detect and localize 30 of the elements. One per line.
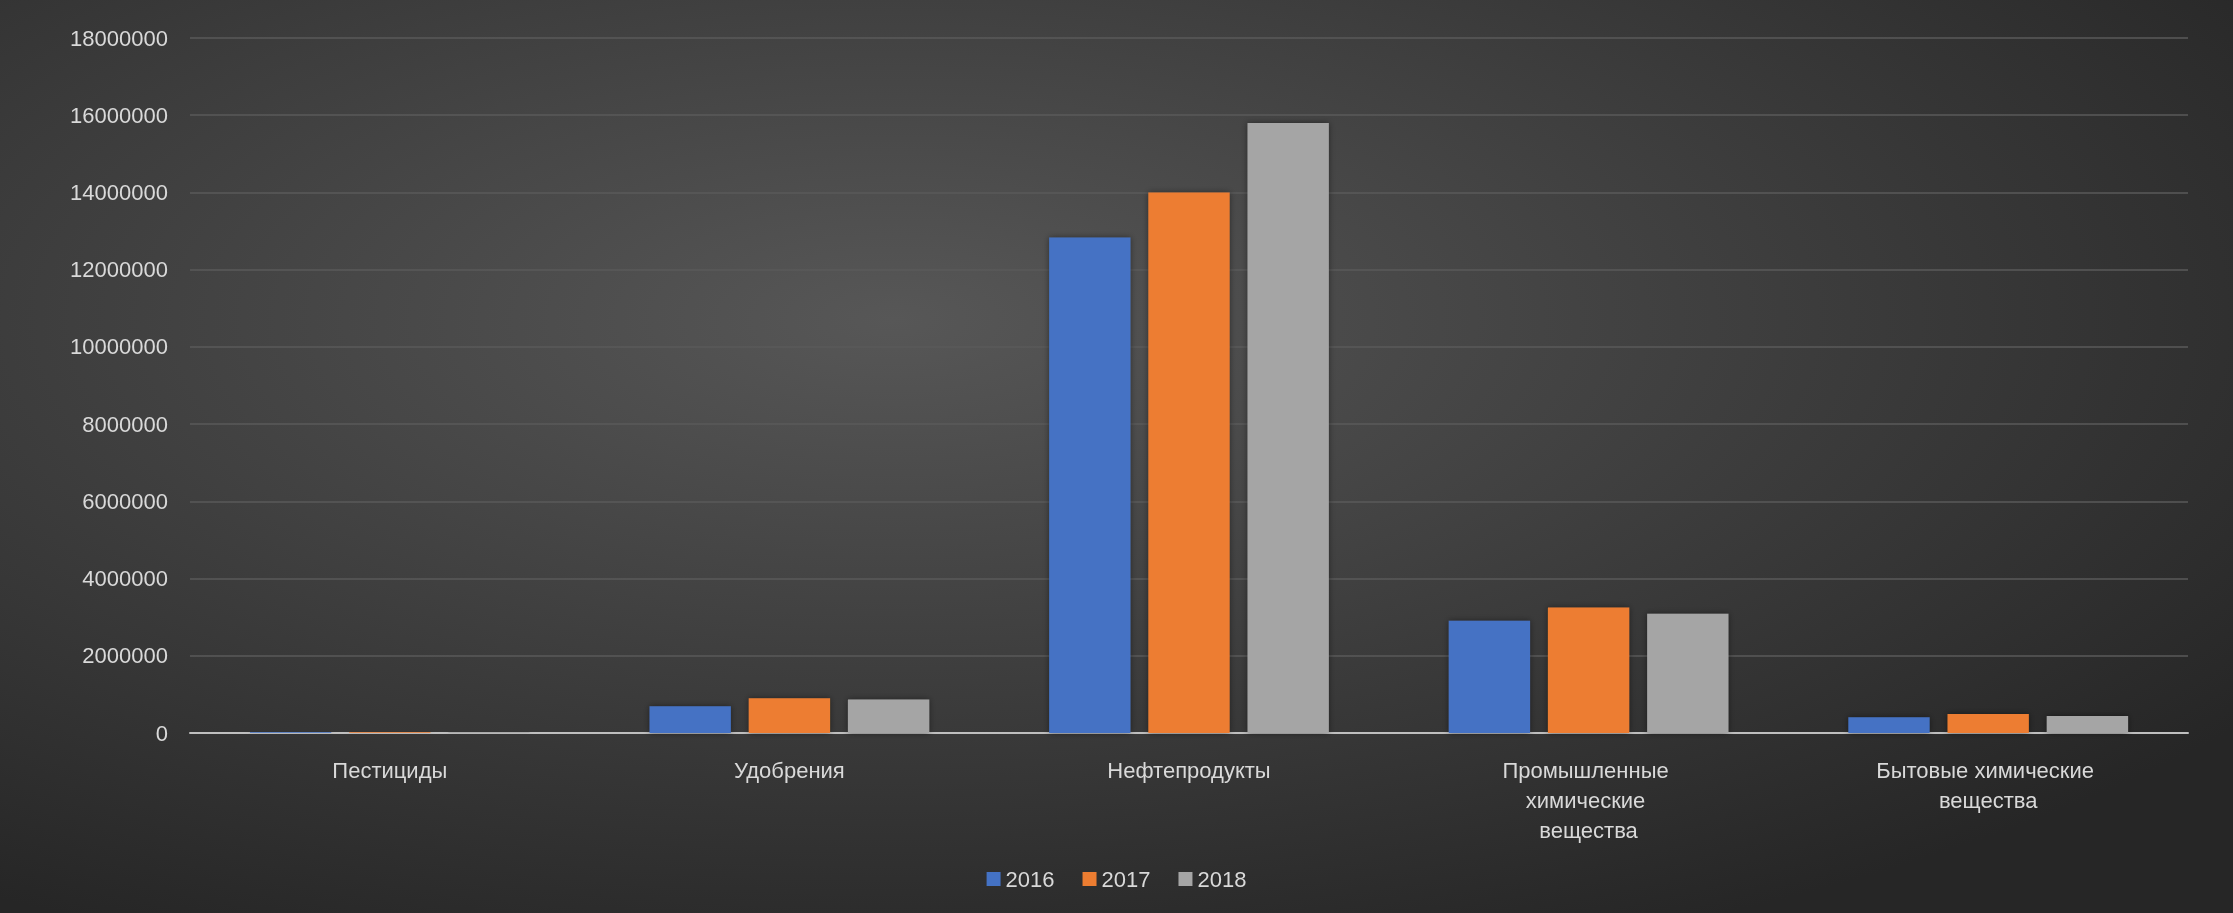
y-tick-label: 2000000 [82,643,168,669]
bar [748,698,831,733]
x-tick-label: Удобрения [734,757,845,783]
y-tick-label: 18000000 [70,25,168,51]
legend-label: 2018 [1197,866,1247,892]
x-tick-label: Промышленные химические вещества [1502,757,1675,843]
bar [1848,717,1930,733]
bar [1947,714,2029,733]
y-tick-label: 16000000 [70,102,168,128]
bar [1547,607,1630,733]
bar [649,706,731,733]
bar [1049,237,1131,733]
y-tick-label: 8000000 [82,411,168,437]
legend-label: 2017 [1101,866,1151,892]
y-tick-label: 6000000 [82,488,168,514]
y-tick-label: 12000000 [70,257,168,283]
x-tick-label: Пестициды [332,757,448,783]
bar [1247,122,1329,733]
bar [2046,716,2129,733]
y-tick-label: 14000000 [70,179,168,205]
y-tick-label: 4000000 [82,566,168,592]
bar [1448,620,1531,733]
y-tick-label: 0 [155,720,168,746]
bar [1148,192,1230,733]
bar [1647,613,1729,733]
x-tick-label: Нефтепродукты [1107,757,1271,783]
y-tick-label: 10000000 [70,334,168,360]
legend-label: 2016 [1005,866,1055,892]
x-tick-label: Бытовые химические вещества [1876,757,2101,813]
bar [847,699,930,733]
